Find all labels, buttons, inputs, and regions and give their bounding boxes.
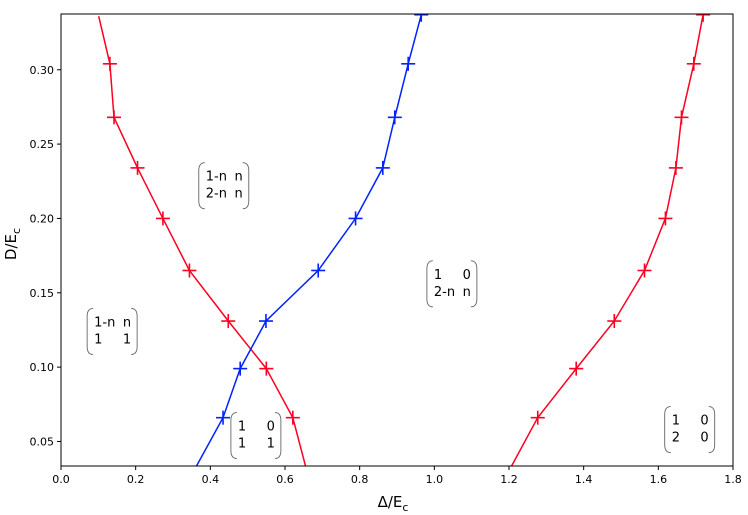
left-bracket <box>86 307 94 355</box>
y-tick-label: 0.20 <box>30 212 55 225</box>
matrix-cell: 0 <box>463 268 471 283</box>
matrix-cell: 2-n <box>206 187 227 202</box>
matrix-cell: n <box>235 170 243 185</box>
y-axis: 0.05 0.10 0.15 0.20 0.25 0.30 <box>30 64 61 448</box>
x-axis-label-subscript: c <box>402 501 408 514</box>
series-3-point <box>696 14 711 22</box>
series-1-point <box>285 410 300 425</box>
series-2-point <box>311 263 326 278</box>
region-label: 1 0 2 0 <box>664 406 716 454</box>
series-2-point <box>258 314 273 329</box>
matrix-cell: 1 <box>94 332 102 347</box>
region-label: 1-n n 1 1 <box>86 307 138 355</box>
matrix-cell: 1-n <box>94 315 115 330</box>
plot-frame <box>60 13 734 467</box>
series-2-point <box>348 211 363 226</box>
right-bracket <box>274 412 282 459</box>
series-1-point <box>182 263 197 278</box>
x-tick-label: 1.0 <box>426 473 444 486</box>
x-axis: 0.0 0.2 0.4 0.6 0.8 1.0 1.2 1.4 1.6 1.8 <box>52 466 742 486</box>
series-1-point <box>155 211 170 226</box>
series-1-point <box>259 361 274 376</box>
matrix-cell: 1 <box>123 332 131 347</box>
x-axis-label: Δ/Ec <box>378 493 409 514</box>
series-2-point <box>233 361 248 376</box>
matrix-cell: 0 <box>700 414 708 429</box>
right-bracket <box>242 162 250 210</box>
x-tick-label: 1.4 <box>575 473 593 486</box>
series-3-point <box>686 56 701 71</box>
series-2-point <box>414 14 429 22</box>
matrix-cell: n <box>463 285 471 300</box>
matrix-cell: 1 <box>238 437 246 452</box>
series-1-point <box>221 314 236 329</box>
series-1-point <box>107 110 122 125</box>
x-tick-label: 1.8 <box>724 473 742 486</box>
series-3-point <box>637 263 652 278</box>
y-tick-label: 0.25 <box>30 138 55 151</box>
y-tick-label: 0.30 <box>30 64 55 77</box>
series-3-line <box>510 14 704 466</box>
series-1-point <box>102 56 117 71</box>
matrix-cell: 1-n <box>206 170 227 185</box>
region-label: 1 0 1 1 <box>230 412 282 459</box>
x-tick-label: 0.2 <box>127 473 145 486</box>
matrix-cell: 1 <box>267 437 275 452</box>
series-3-point <box>569 361 584 376</box>
plot-area: 1-n n 2-n n 1 0 2-n n 1-n n 1 1 1 0 2 0 1 0 1 1 <box>86 14 716 466</box>
matrix-cell: 1 <box>672 414 680 429</box>
right-bracket <box>708 406 716 454</box>
series-2-point <box>401 56 416 71</box>
series-3-point <box>530 410 545 425</box>
x-tick-label: 0.6 <box>276 473 294 486</box>
matrix-cell: n <box>123 315 131 330</box>
region-label: 1 0 2-n n <box>426 260 478 308</box>
left-bracket <box>198 162 205 210</box>
x-tick-label: 0.0 <box>52 473 70 486</box>
matrix-cell: 1 <box>238 420 246 435</box>
left-bracket <box>664 406 671 454</box>
y-tick-label: 0.15 <box>30 287 55 300</box>
matrix-cell: 0 <box>267 420 275 435</box>
x-tick-label: 1.2 <box>500 473 518 486</box>
series-3-point <box>668 160 683 175</box>
right-bracket <box>470 260 478 308</box>
matrix-cell: 2 <box>672 431 680 446</box>
series-2-line <box>195 14 423 466</box>
region-label: 1-n n 2-n n <box>198 162 250 210</box>
left-bracket <box>426 260 433 308</box>
series-2-point <box>216 410 231 425</box>
y-tick-label: 0.10 <box>30 361 55 374</box>
series-2-point <box>387 110 402 125</box>
matrix-cell: 2-n <box>434 285 455 300</box>
matrix-cell: 0 <box>700 431 708 446</box>
series-1-line <box>97 16 307 466</box>
series-3-point <box>674 110 689 125</box>
x-tick-label: 1.6 <box>650 473 668 486</box>
series-2-point <box>375 160 390 175</box>
y-tick-label: 0.05 <box>30 435 55 448</box>
matrix-cell: n <box>235 187 243 202</box>
series-1-point <box>130 160 145 175</box>
series-3-point <box>658 211 673 226</box>
matrix-cell: 1 <box>434 268 442 283</box>
left-bracket <box>230 412 237 459</box>
x-tick-label: 0.8 <box>351 473 369 486</box>
x-tick-label: 0.4 <box>202 473 220 486</box>
right-bracket <box>131 307 138 355</box>
series-3-point <box>607 314 622 329</box>
y-axis-label-subscript: c <box>10 228 23 234</box>
y-axis-label: D/Ec <box>2 228 23 260</box>
